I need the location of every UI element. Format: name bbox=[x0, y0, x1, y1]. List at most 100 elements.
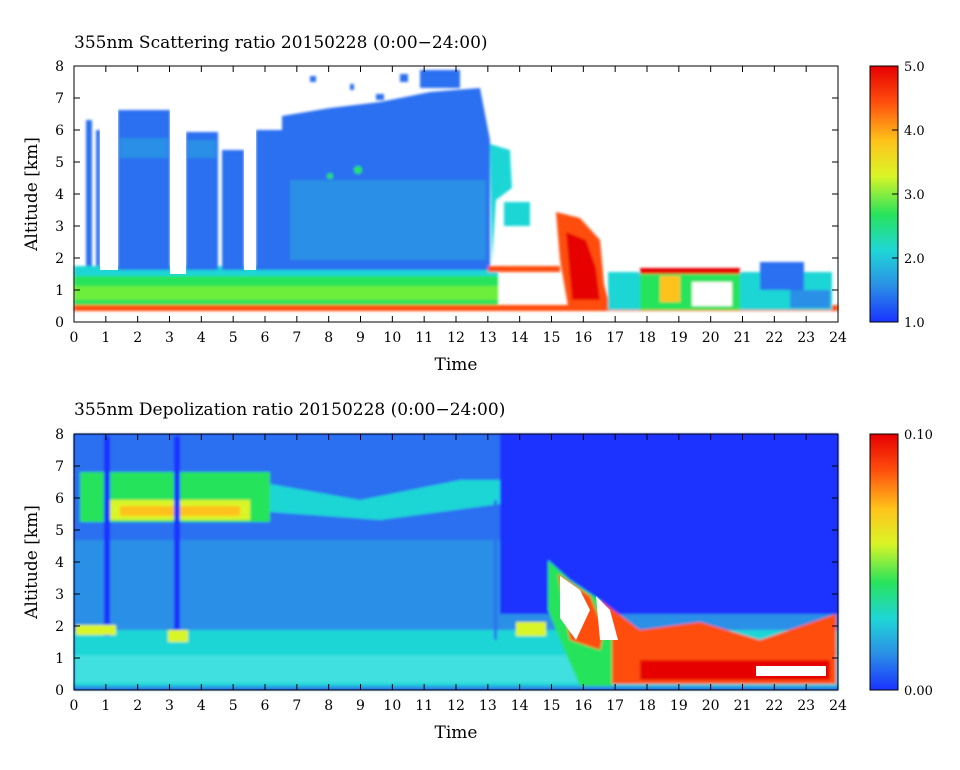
x-tick-label: 0 bbox=[70, 698, 79, 714]
x-tick-label: 15 bbox=[543, 330, 561, 346]
y-tick-label: 0 bbox=[55, 683, 64, 699]
x-tick-label: 8 bbox=[324, 698, 333, 714]
plot-area bbox=[73, 433, 839, 691]
x-tick-label: 15 bbox=[543, 698, 561, 714]
y-tick-label: 3 bbox=[55, 587, 64, 603]
y-tick-label: 8 bbox=[55, 427, 64, 443]
x-tick-label: 7 bbox=[292, 330, 301, 346]
cloud-strand bbox=[86, 120, 92, 266]
vertical-streak bbox=[104, 436, 110, 636]
colorbar-tick-label: 3.0 bbox=[904, 188, 925, 203]
low-cloud-wisp bbox=[790, 290, 830, 308]
y-tick-label: 0 bbox=[55, 315, 64, 331]
clear-gap bbox=[170, 70, 186, 274]
x-tick-label: 17 bbox=[606, 330, 624, 346]
colorbar-tick-label: 1.0 bbox=[904, 316, 925, 331]
cloud-core bbox=[188, 140, 216, 158]
x-tick-label: 17 bbox=[606, 698, 624, 714]
vertical-streak bbox=[174, 436, 180, 642]
y-tick-label: 5 bbox=[55, 155, 64, 171]
y-tick-label: 5 bbox=[55, 523, 64, 539]
y-tick-label: 6 bbox=[55, 123, 64, 139]
scattering-ratio-panel: 355nm Scattering ratio 20150228 (0:00−24… bbox=[22, 33, 925, 375]
y-axis-label: Altitude [km] bbox=[22, 505, 42, 620]
x-tick-label: 2 bbox=[133, 698, 142, 714]
cloud-edge bbox=[504, 202, 530, 226]
y-axis: 0 1 2 3 4 5 6 7 8 bbox=[55, 427, 838, 699]
high-cloud-speckle bbox=[350, 84, 354, 90]
x-tick-label: 21 bbox=[734, 698, 752, 714]
vertical-streak bbox=[494, 500, 497, 640]
y-tick-label: 3 bbox=[55, 219, 64, 235]
cloud-core bbox=[120, 138, 168, 158]
x-tick-label: 16 bbox=[574, 698, 592, 714]
clear-sky-gaps bbox=[100, 70, 256, 274]
y-tick-label: 6 bbox=[55, 491, 64, 507]
x-tick-label: 6 bbox=[261, 698, 270, 714]
cloud-edge bbox=[490, 144, 512, 262]
colorbar-tick-label: 2.0 bbox=[904, 252, 925, 267]
ground-band bbox=[74, 305, 838, 311]
x-tick-label: 11 bbox=[415, 330, 433, 346]
x-tick-label: 4 bbox=[197, 698, 206, 714]
cloud-core bbox=[290, 180, 486, 260]
x-tick-label: 10 bbox=[383, 330, 401, 346]
high-cloud-speckle bbox=[376, 94, 384, 100]
x-tick-label: 3 bbox=[165, 698, 174, 714]
x-tick-label: 9 bbox=[356, 698, 365, 714]
x-tick-label: 24 bbox=[829, 698, 847, 714]
layer-spot bbox=[168, 630, 188, 642]
x-tick-label: 18 bbox=[638, 698, 656, 714]
high-cloud-speckle bbox=[310, 76, 316, 82]
x-tick-label: 5 bbox=[229, 330, 238, 346]
x-tick-label: 20 bbox=[702, 330, 720, 346]
cloud-top-band bbox=[600, 600, 836, 660]
colorbar-tick-label: 5.0 bbox=[904, 60, 925, 75]
x-tick-label: 2 bbox=[133, 330, 142, 346]
y-tick-label: 1 bbox=[55, 651, 64, 667]
x-tick-label: 3 bbox=[165, 330, 174, 346]
low-cloud-top bbox=[488, 266, 560, 272]
colorbar-ticks: 0.00 0.10 bbox=[892, 428, 933, 699]
x-tick-label: 22 bbox=[765, 698, 783, 714]
low-cloud-wisp bbox=[760, 262, 804, 290]
colorbar: 0.00 0.10 bbox=[869, 428, 933, 699]
x-tick-label: 18 bbox=[638, 330, 656, 346]
low-cloud-gap bbox=[660, 276, 680, 302]
y-tick-label: 1 bbox=[55, 283, 64, 299]
chart-title: 355nm Scattering ratio 20150228 (0:00−24… bbox=[74, 33, 488, 53]
layer-spot bbox=[516, 622, 546, 636]
x-tick-label: 7 bbox=[292, 698, 301, 714]
x-tick-label: 19 bbox=[670, 698, 688, 714]
x-axis-label: Time bbox=[435, 723, 478, 743]
x-tick-label: 14 bbox=[511, 698, 529, 714]
x-axis: 0 1 2 3 4 5 6 7 8 9 10 11 12 13 14 15 16 17 18 19 20 21 22 23 24 bbox=[70, 66, 847, 346]
x-tick-label: 22 bbox=[765, 330, 783, 346]
cloud-strand bbox=[96, 130, 100, 266]
heatmap-data bbox=[74, 70, 838, 311]
x-tick-label: 19 bbox=[670, 330, 688, 346]
colorbar: 1.0 2.0 3.0 4.0 5.0 bbox=[869, 60, 925, 331]
x-tick-label: 4 bbox=[197, 330, 206, 346]
x-tick-label: 1 bbox=[101, 330, 110, 346]
low-cloud-top bbox=[640, 268, 740, 274]
colorbar-gradient bbox=[869, 433, 899, 691]
y-axis-label: Altitude [km] bbox=[22, 137, 42, 252]
x-tick-label: 5 bbox=[229, 698, 238, 714]
colorbar-tick-label: 0.00 bbox=[904, 684, 933, 699]
layer-spot bbox=[76, 625, 116, 635]
x-tick-label: 21 bbox=[734, 330, 752, 346]
x-tick-label: 12 bbox=[447, 330, 465, 346]
cloud-block bbox=[222, 150, 244, 270]
plot-area bbox=[73, 65, 839, 323]
x-tick-label: 12 bbox=[447, 698, 465, 714]
x-tick-label: 6 bbox=[261, 330, 270, 346]
convective-cloud-core bbox=[566, 232, 600, 300]
x-axis-label: Time bbox=[435, 355, 478, 375]
colorbar-tick-label: 0.10 bbox=[904, 428, 933, 443]
x-tick-label: 13 bbox=[479, 698, 497, 714]
heatmap-data bbox=[74, 434, 838, 690]
y-tick-label: 4 bbox=[55, 187, 64, 203]
depolarization-ratio-panel: 355nm Depolization ratio 20150228 (0:00−… bbox=[22, 400, 933, 743]
